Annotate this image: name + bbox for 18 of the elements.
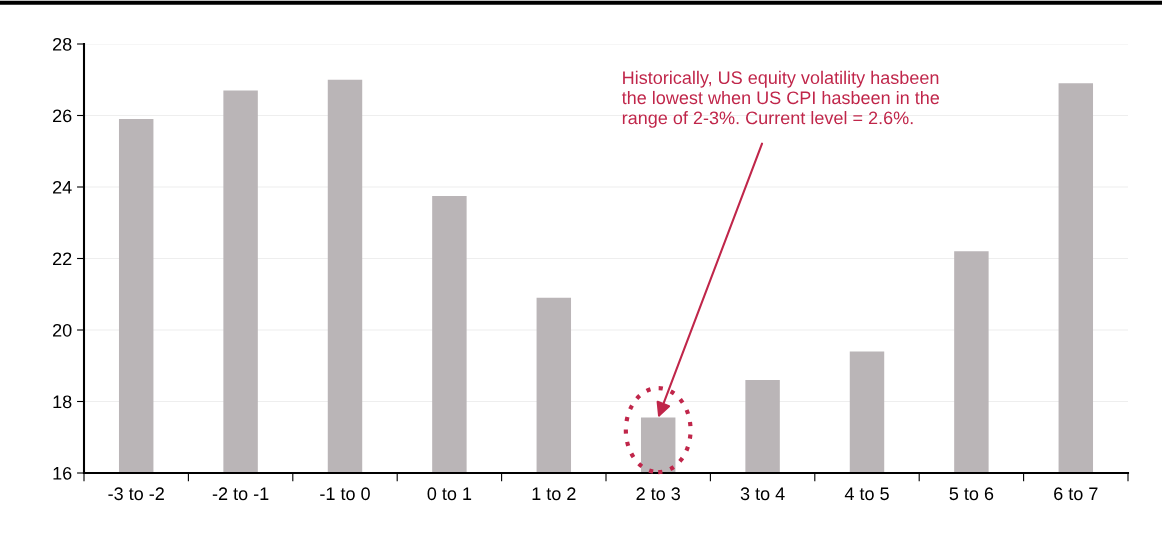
y-tick-label: 18 xyxy=(53,395,72,409)
x-tick-label: 2 to 3 xyxy=(636,487,680,501)
x-tick-label: 6 to 7 xyxy=(1054,487,1098,501)
x-tick-label: 0 to 1 xyxy=(427,487,472,501)
x-tick-label: 3 to 4 xyxy=(740,487,785,501)
x-tick-label: 1 to 2 xyxy=(532,487,576,501)
y-tick-label: 24 xyxy=(53,180,72,194)
x-tick-label: -3 to -2 xyxy=(108,487,164,501)
x-tick-label: 4 to 5 xyxy=(844,487,889,501)
y-tick-label: 26 xyxy=(53,109,72,123)
x-tick-label: -2 to -1 xyxy=(212,487,269,501)
x-tick-label: -1 to 0 xyxy=(320,487,370,501)
annotation: Historically, US equity volatility hasbeen the lowest when US CPI hasbeen in the range of 2-3%. Current level = 2.6%. xyxy=(621,70,940,128)
y-tick-label: 20 xyxy=(53,323,72,337)
y-tick-label: 16 xyxy=(53,466,72,480)
y-tick-label: 28 xyxy=(53,37,72,51)
x-tick-label: 5 to 6 xyxy=(949,487,994,501)
y-tick-label: 22 xyxy=(53,252,72,266)
